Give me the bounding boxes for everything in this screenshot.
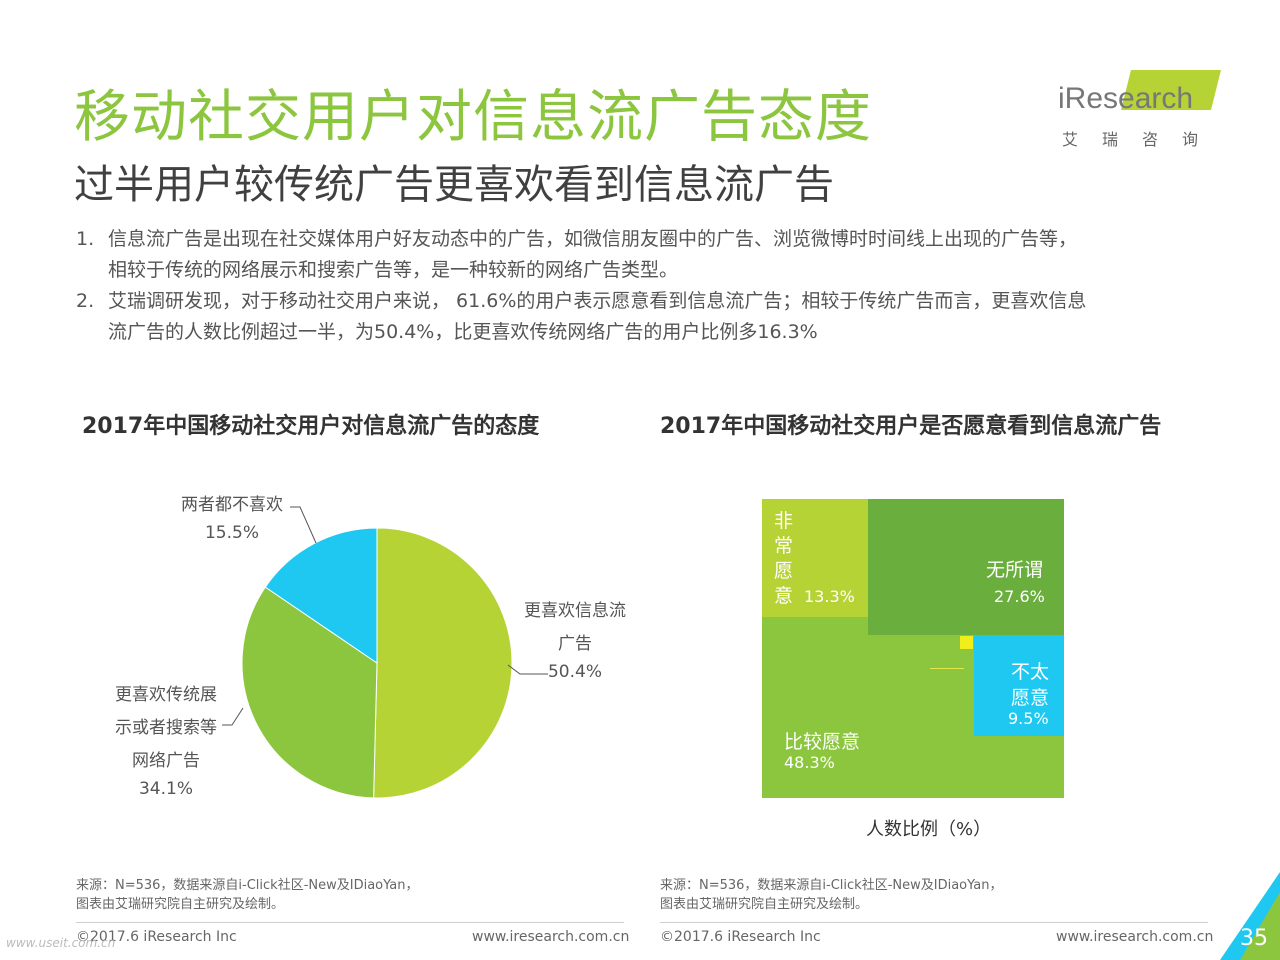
treemap-chart: 非常愿意 13.3% 无所谓 27.6% 不太 愿意 9.5% 比较愿意 48.3… [762, 499, 1064, 798]
treemap-label-feichang: 非常愿意 [774, 509, 796, 609]
pie-chart [222, 506, 548, 799]
bullet-item-2: 2. 艾瑞调研发现，对于移动社交用户来说， 61.6%的用户表示愿意看到信息流广… [76, 286, 1216, 348]
treemap-marker-line [930, 668, 964, 669]
treemap-label-bijiao: 比较愿意 [784, 731, 861, 753]
treemap-label-part: 不太 [1010, 661, 1049, 683]
pie-slice-2 [264, 527, 378, 664]
footer-copyright-left: ©2017.6 iResearch Inc [76, 929, 237, 945]
treemap-value-wusuowei: 27.6% [994, 587, 1045, 606]
pie-label-line: 示或者搜索等 [115, 718, 217, 738]
pie-label-line: 更喜欢传统展 [115, 685, 217, 705]
pie-label-line: 广告 [558, 634, 592, 654]
bullet-line: 艾瑞调研发现，对于移动社交用户来说， 61.6%的用户表示愿意看到信息流广告；相… [108, 290, 1087, 312]
treemap-label-char: 意 [774, 585, 794, 607]
source-line: 来源：N=536，数据来源自i-Click社区-New及IDiaoYan， [660, 878, 1003, 893]
page-title: 移动社交用户对信息流广告态度 [74, 85, 872, 150]
bullet-line: 信息流广告是出现在社交媒体用户好友动态中的广告，如微信朋友圈中的广告、浏览微博时… [108, 228, 1078, 250]
treemap-label-char: 非 [774, 510, 794, 532]
treemap-label-part: 愿意 [1010, 687, 1049, 709]
pie-value-label: 15.5% [204, 523, 259, 543]
treemap-axis-label: 人数比例（%） [866, 819, 992, 840]
pie-label-0: 更喜欢信息流 广告 50.4% [520, 596, 630, 682]
bullet-line: 流广告的人数比例超过一半，为50.4%，比更喜欢传统网络广告的用户比例多16.3… [108, 321, 818, 343]
source-note-right: 来源：N=536，数据来源自i-Click社区-New及IDiaoYan， 图表… [660, 876, 1003, 914]
treemap-cell-feichang [762, 499, 868, 617]
logo-cn-text: 艾瑞咨询 [1062, 130, 1223, 149]
treemap-cell-butai [974, 635, 1064, 736]
treemap-value-feichang: 13.3% [804, 587, 855, 606]
source-line: 图表由艾瑞研究院自主研究及绘制。 [660, 897, 869, 912]
pie-leader-line-1 [222, 707, 244, 726]
treemap-cell-wusuowei [868, 499, 1064, 635]
treemap-value-butai: 9.5% [1008, 709, 1049, 728]
footer-divider-right [660, 922, 1208, 923]
bullet-number: 2. [76, 290, 95, 312]
pie-label-1: 更喜欢传统展 示或者搜索等 网络广告 34.1% [104, 680, 228, 799]
treemap-chart-title: 2017年中国移动社交用户是否愿意看到信息流广告 [660, 414, 1162, 439]
page-corner-decoration [1220, 872, 1280, 960]
pie-label-line: 网络广告 [132, 751, 200, 771]
source-note-left: 来源：N=536，数据来源自i-Click社区-New及IDiaoYan， 图表… [76, 876, 419, 914]
pie-chart-title: 2017年中国移动社交用户对信息流广告的态度 [82, 414, 540, 439]
footer-divider-left [76, 922, 624, 923]
treemap-label-wusuowei: 无所谓 [986, 559, 1044, 581]
pie-leader-line-2 [290, 506, 317, 544]
pie-slice-1 [241, 586, 378, 799]
treemap-label-butai: 不太 愿意 [1008, 659, 1052, 711]
source-line: 来源：N=536，数据来源自i-Click社区-New及IDiaoYan， [76, 878, 419, 893]
page-number: 35 [1240, 926, 1268, 951]
treemap-value-bijiao: 48.3% [784, 753, 835, 772]
pie-slice-0 [373, 527, 513, 799]
logo-text: iResearch [1058, 82, 1194, 115]
bullet-list: 1. 信息流广告是出现在社交媒体用户好友动态中的广告，如微信朋友圈中的广告、浏览… [76, 224, 1216, 348]
pie-value-label: 50.4% [547, 662, 602, 682]
pie-label-line: 两者都不喜欢 [181, 495, 283, 515]
bullet-number: 1. [76, 228, 95, 250]
iresearch-logo: iResearch 艾瑞咨询 [1058, 68, 1221, 149]
footer-url-right: www.iresearch.com.cn [1056, 929, 1214, 945]
treemap-label-char: 常 [774, 535, 794, 557]
footer-url-left: www.iresearch.com.cn [472, 929, 630, 945]
bullet-item-1: 1. 信息流广告是出现在社交媒体用户好友动态中的广告，如微信朋友圈中的广告、浏览… [76, 224, 1216, 286]
bullet-line: 相较于传统的网络展示和搜索广告等，是一种较新的网络广告类型。 [108, 259, 679, 281]
pie-label-line: 更喜欢信息流 [524, 601, 626, 621]
pie-label-2: 两者都不喜欢 15.5% [170, 490, 294, 543]
treemap-marker [960, 636, 973, 649]
page-subtitle: 过半用户较传统广告更喜欢看到信息流广告 [74, 162, 834, 208]
footer-copyright-right: ©2017.6 iResearch Inc [660, 929, 821, 945]
source-line: 图表由艾瑞研究院自主研究及绘制。 [76, 897, 285, 912]
watermark: www.useit.com.cn [6, 936, 116, 950]
corner-green-triangle [1240, 892, 1280, 960]
pie-leader-line-0 [507, 664, 548, 675]
treemap-label-char: 愿 [774, 560, 794, 582]
pie-value-label: 34.1% [138, 779, 193, 799]
